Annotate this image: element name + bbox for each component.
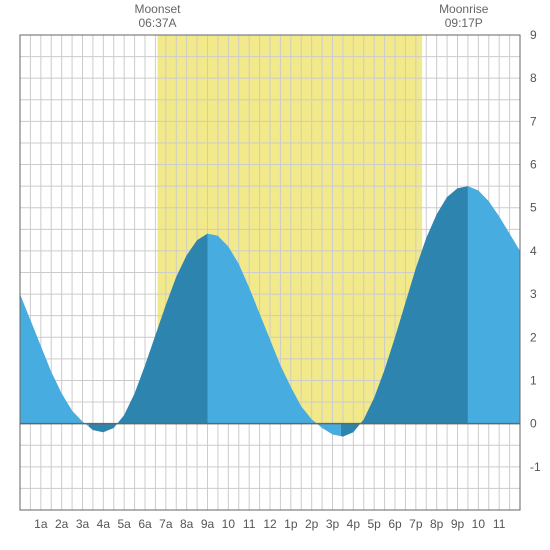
x-tick-label: 9a	[201, 517, 215, 531]
x-tick-label: 5p	[367, 517, 381, 531]
x-tick-label: 2p	[305, 517, 319, 531]
x-tick-label: 6a	[138, 517, 152, 531]
y-tick-label: 3	[530, 287, 537, 301]
x-tick-label: 7a	[159, 517, 173, 531]
chart-svg: 1a2a3a4a5a6a7a8a9a1011121p2p3p4p5p6p7p8p…	[0, 0, 550, 550]
x-tick-label: 1a	[34, 517, 48, 531]
moonrise-time: 09:17P	[424, 16, 504, 30]
y-tick-label: 5	[530, 201, 537, 215]
moonset-annotation: Moonset 06:37A	[118, 2, 198, 31]
x-tick-label: 12	[263, 517, 277, 531]
y-tick-label: 9	[530, 28, 537, 42]
moonset-time: 06:37A	[118, 16, 198, 30]
y-tick-label: 1	[530, 373, 537, 387]
x-tick-label: 6p	[388, 517, 402, 531]
x-tick-label: 7p	[409, 517, 423, 531]
x-tick-label: 8a	[180, 517, 194, 531]
y-tick-label: 2	[530, 330, 537, 344]
x-tick-label: 10	[472, 517, 486, 531]
x-tick-label: 11	[243, 517, 256, 531]
x-tick-label: 2a	[55, 517, 69, 531]
moonrise-annotation: Moonrise 09:17P	[424, 2, 504, 31]
y-tick-label: 0	[530, 417, 537, 431]
y-tick-label: 7	[530, 114, 537, 128]
x-tick-label: 9p	[451, 517, 465, 531]
y-tick-label: 4	[530, 244, 537, 258]
x-tick-label: 3a	[76, 517, 90, 531]
moonrise-title: Moonrise	[424, 2, 504, 16]
x-tick-label: 3p	[326, 517, 340, 531]
tide-chart: Moonset 06:37A Moonrise 09:17P 1a 2a 3a 4a 5…	[0, 0, 550, 550]
x-tick-label: 1p	[284, 517, 298, 531]
x-tick-label: 4a	[97, 517, 111, 531]
tide-segment	[468, 186, 520, 423]
x-tick-label: 5a	[117, 517, 131, 531]
x-tick-label: 10	[222, 517, 236, 531]
y-tick-label: -1	[530, 460, 541, 474]
moonset-title: Moonset	[118, 2, 198, 16]
x-tick-label: 4p	[347, 517, 361, 531]
x-tick-label: 8p	[430, 517, 444, 531]
y-tick-label: 6	[530, 158, 537, 172]
x-tick-label: 11	[493, 517, 506, 531]
y-tick-label: 8	[530, 71, 537, 85]
